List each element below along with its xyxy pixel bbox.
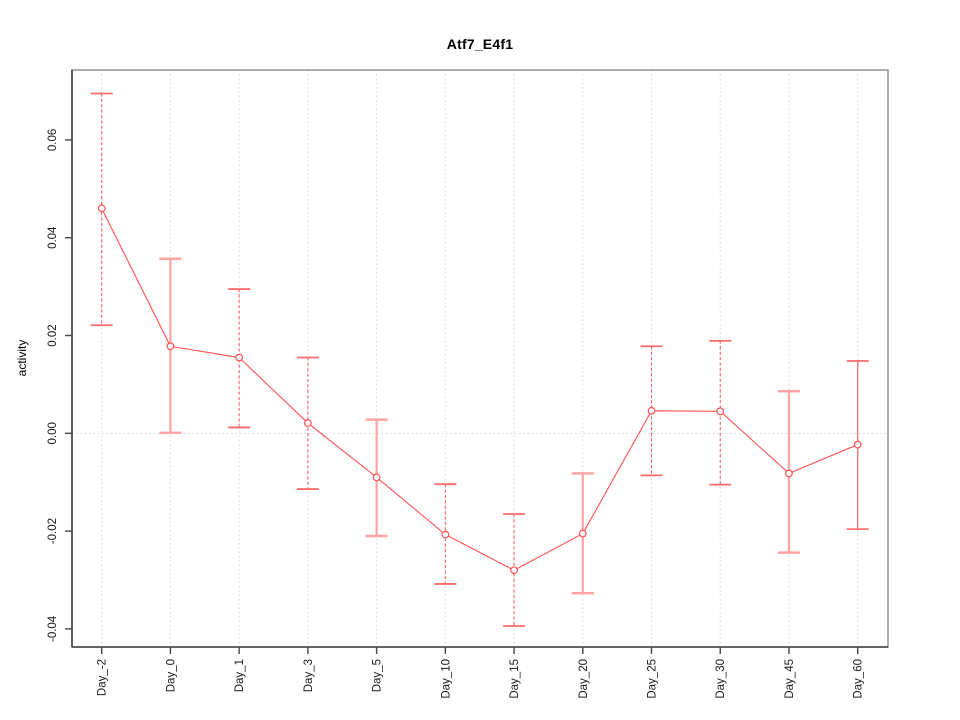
- chart-title: Atf7_E4f1: [446, 36, 514, 52]
- x-tick-label: Day_45: [784, 659, 796, 699]
- data-point-marker: [303, 419, 312, 427]
- y-tick-label: 0.02: [47, 324, 59, 346]
- data-point-marker: [578, 529, 587, 538]
- data-point-marker: [441, 530, 450, 539]
- x-tick-label: Day_15: [509, 659, 521, 699]
- data-point-marker: [647, 406, 656, 415]
- data-point-marker: [166, 342, 175, 351]
- x-tick-label: Day_5: [372, 659, 384, 692]
- y-tick-label: 0.04: [47, 226, 59, 249]
- x-tick-label: Day_-2: [97, 659, 109, 696]
- x-tick-label: Day_30: [715, 659, 727, 699]
- x-tick-label: Day_3: [303, 659, 315, 692]
- data-point-marker: [853, 440, 862, 449]
- plot-box: [71, 69, 889, 648]
- x-tick-label: Day_0: [165, 659, 177, 692]
- y-tick-label: 0.00: [47, 422, 59, 444]
- data-point-marker: [97, 204, 106, 213]
- series-line: [101, 208, 858, 571]
- data-point-marker: [716, 407, 725, 416]
- y-tick-label: -0.02: [47, 518, 59, 544]
- data-point-marker: [510, 566, 518, 575]
- y-axis-label: activity: [15, 339, 29, 377]
- data-point-marker: [235, 353, 244, 362]
- data-point-marker: [372, 473, 381, 482]
- x-tick-label: Day_10: [440, 659, 452, 699]
- x-tick-label: Day_1: [234, 659, 246, 692]
- y-tick-label: 0.06: [47, 129, 59, 151]
- x-tick-label: Day_25: [647, 659, 659, 699]
- data-point-marker: [785, 469, 793, 478]
- y-tick-label: -0.04: [47, 615, 59, 642]
- x-tick-label: Day_20: [578, 659, 590, 699]
- x-tick-label: Day_60: [853, 659, 865, 699]
